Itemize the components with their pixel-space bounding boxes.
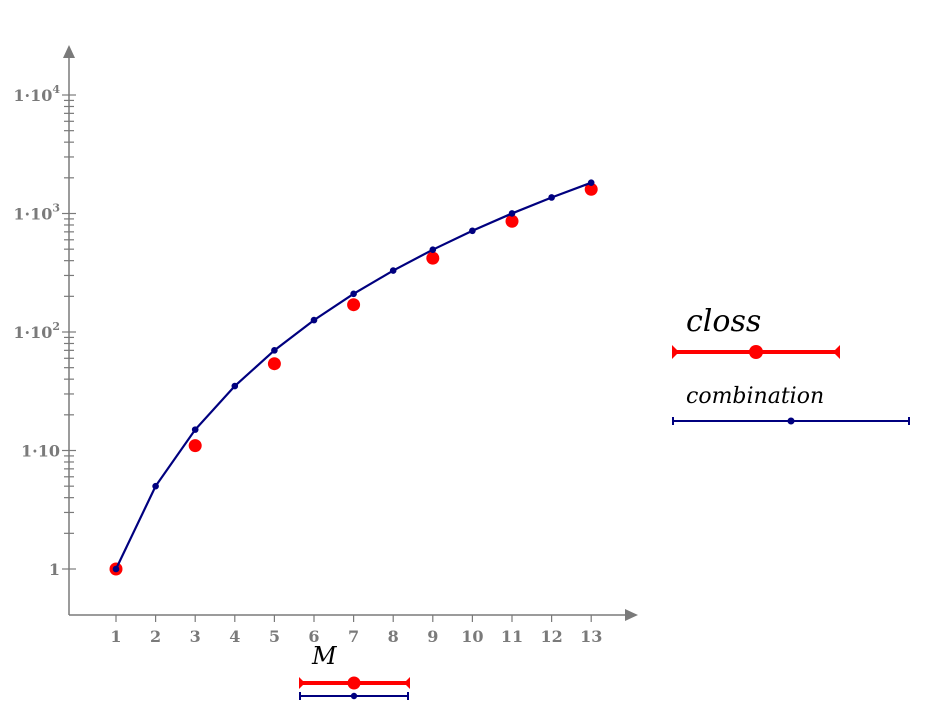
combination-point: [548, 194, 555, 201]
series-layer: [109, 179, 598, 576]
legend-entry-combination: combination: [672, 384, 910, 425]
legend-label-combination: combination: [686, 384, 824, 409]
x-tick-label: 5: [269, 627, 280, 646]
xlabel-key-marker-combination: [350, 692, 358, 700]
x-tick-label: 6: [308, 627, 319, 646]
xlabel-key-cap-right-closs: [404, 677, 410, 689]
closs-point: [267, 357, 281, 371]
closs-point: [584, 182, 598, 196]
combination-point: [389, 267, 397, 274]
combination-line: [115, 181, 592, 570]
closs-point: [347, 298, 361, 312]
closs-point: [188, 439, 202, 453]
legend-cap-right-closs: [833, 345, 840, 359]
legend-entry-closs: closs: [672, 304, 840, 359]
combination-point: [112, 565, 120, 573]
x-axis-arrow: [625, 609, 638, 621]
x-ticks: 1 2 3 4 5 6 7 8 9 10 11 12 13: [110, 615, 602, 646]
x-axis-label: M: [311, 642, 338, 670]
combination-point: [271, 347, 278, 354]
combination-point: [231, 382, 239, 390]
combination-point: [587, 179, 595, 186]
y-tick-label: 1·10: [21, 442, 60, 461]
combination-point: [508, 210, 516, 217]
combination-point: [310, 316, 318, 324]
legend-label-closs: closs: [686, 304, 761, 339]
x-tick-label: 2: [150, 627, 161, 646]
legend-marker-combination: [787, 417, 795, 425]
x-tick-label: 11: [501, 627, 523, 646]
y-tick-label: 1: [49, 560, 60, 579]
x-tick-label: 9: [427, 627, 438, 646]
combination-point: [191, 426, 199, 433]
xlabel-key-cap-left-closs: [299, 677, 305, 689]
combination-point: [429, 246, 437, 253]
x-tick-label: 4: [229, 627, 240, 646]
x-axis-label-group: M: [299, 642, 410, 700]
x-tick-label: 13: [580, 627, 602, 646]
combination-point: [350, 290, 357, 298]
y-tick-label: 1·104: [13, 83, 60, 105]
y-tick-label: 1·103: [13, 202, 60, 224]
closs-point: [426, 251, 440, 265]
x-tick-label: 7: [348, 627, 359, 646]
y-axis-arrow: [63, 45, 75, 58]
combination-point: [469, 227, 476, 235]
y-ticks: 1 1·10 1·102 1·103 1·104: [13, 83, 76, 579]
axes: [63, 45, 638, 621]
combination-point: [152, 482, 159, 490]
x-tick-label: 3: [190, 627, 201, 646]
legend-cap-left-closs: [672, 345, 679, 359]
y-tick-label: 1·102: [13, 320, 60, 342]
x-tick-label: 12: [540, 627, 562, 646]
x-tick-label: 10: [461, 627, 483, 646]
x-tick-label: 8: [388, 627, 399, 646]
y-minor-ticks: [64, 99, 74, 534]
x-tick-label: 1: [110, 627, 121, 646]
legend-marker-closs: [749, 345, 763, 359]
xlabel-key-marker-closs: [347, 676, 361, 690]
closs-point: [505, 214, 519, 228]
